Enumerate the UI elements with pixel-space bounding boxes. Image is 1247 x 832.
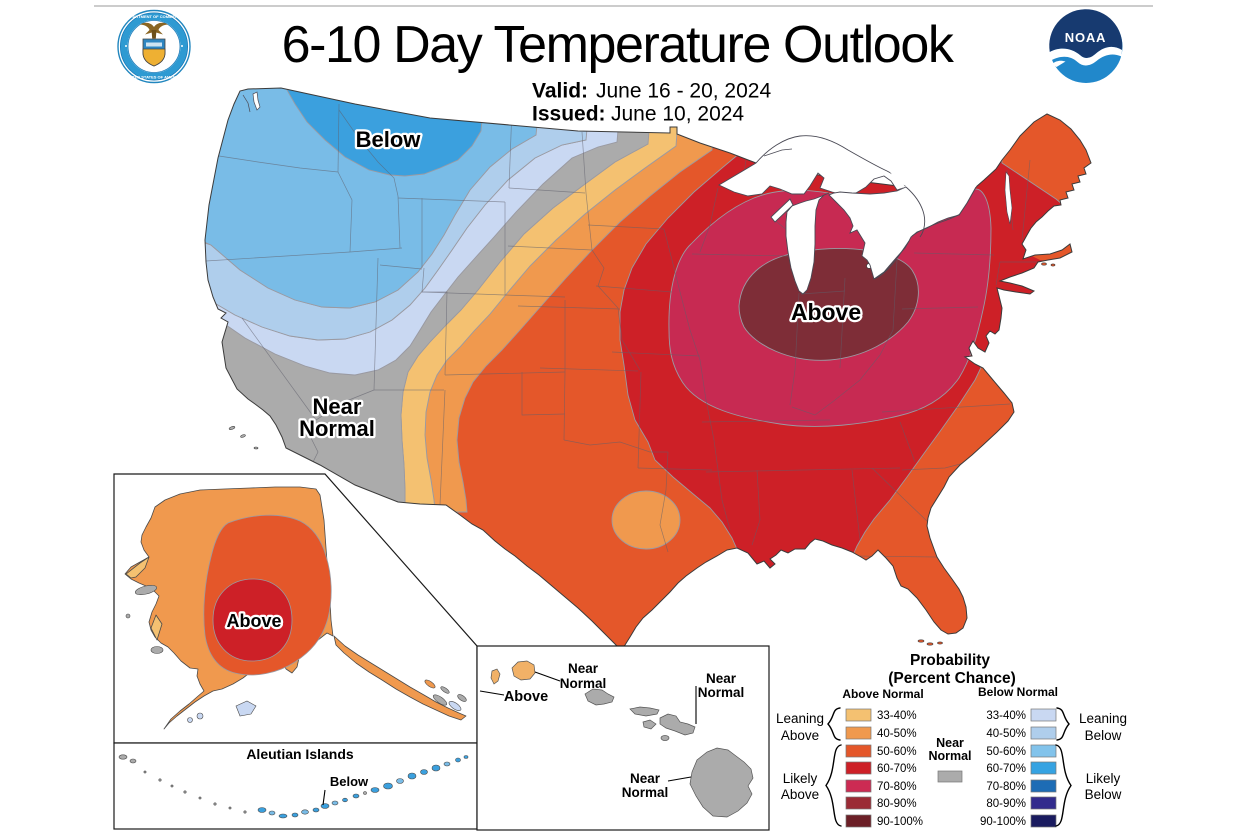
svg-text:80-90%: 80-90% bbox=[877, 798, 917, 810]
svg-text:Below: Below bbox=[1085, 728, 1122, 743]
svg-text:Below Normal: Below Normal bbox=[978, 685, 1058, 699]
svg-text:Leaning: Leaning bbox=[776, 711, 824, 726]
svg-text:Above: Above bbox=[226, 611, 281, 631]
svg-text:Near: Near bbox=[568, 661, 599, 676]
svg-text:Near: Near bbox=[630, 771, 661, 786]
svg-text:Aleutian Islands: Aleutian Islands bbox=[246, 746, 354, 762]
svg-text:DEPARTMENT OF COMMERCE: DEPARTMENT OF COMMERCE bbox=[124, 14, 183, 19]
svg-text:90-100%: 90-100% bbox=[877, 816, 923, 828]
svg-text:Above: Above bbox=[781, 787, 819, 802]
svg-text:Near: Near bbox=[313, 394, 362, 419]
svg-text:Normal: Normal bbox=[622, 785, 669, 800]
svg-text:60-70%: 60-70% bbox=[986, 763, 1026, 775]
svg-text:(Percent Chance): (Percent Chance) bbox=[888, 670, 1015, 687]
svg-text:Near: Near bbox=[936, 736, 964, 750]
svg-text:Above: Above bbox=[504, 689, 548, 705]
svg-text:60-70%: 60-70% bbox=[877, 763, 917, 775]
svg-text:Issued:: Issued: bbox=[532, 103, 606, 126]
svg-text:33-40%: 33-40% bbox=[986, 710, 1026, 722]
svg-text:June 10, 2024: June 10, 2024 bbox=[611, 103, 744, 126]
svg-text:6-10 Day Temperature Outlook: 6-10 Day Temperature Outlook bbox=[282, 16, 955, 74]
svg-text:Likely: Likely bbox=[783, 771, 818, 786]
svg-text:Normal: Normal bbox=[928, 749, 971, 763]
svg-text:40-50%: 40-50% bbox=[877, 728, 917, 740]
svg-text:70-80%: 70-80% bbox=[877, 781, 917, 793]
svg-text:Above: Above bbox=[781, 728, 819, 743]
svg-text:Below: Below bbox=[356, 127, 422, 152]
svg-text:Below: Below bbox=[1085, 787, 1122, 802]
svg-text:Above: Above bbox=[791, 299, 861, 325]
svg-text:Leaning: Leaning bbox=[1079, 711, 1127, 726]
svg-text:Probability: Probability bbox=[910, 652, 990, 669]
svg-text:Below: Below bbox=[330, 774, 369, 789]
svg-text:Above Normal: Above Normal bbox=[842, 687, 923, 701]
svg-text:Normal: Normal bbox=[299, 416, 375, 441]
svg-text:Near: Near bbox=[706, 671, 737, 686]
svg-text:Valid:: Valid: bbox=[532, 80, 588, 103]
svg-text:33-40%: 33-40% bbox=[877, 710, 917, 722]
svg-text:UNITED STATES OF AMERICA: UNITED STATES OF AMERICA bbox=[125, 74, 183, 79]
svg-text:40-50%: 40-50% bbox=[986, 728, 1026, 740]
svg-text:90-100%: 90-100% bbox=[980, 816, 1026, 828]
svg-text:80-90%: 80-90% bbox=[986, 798, 1026, 810]
svg-text:50-60%: 50-60% bbox=[877, 746, 917, 758]
svg-text:Normal: Normal bbox=[560, 676, 607, 691]
svg-text:70-80%: 70-80% bbox=[986, 781, 1026, 793]
svg-text:NOAA: NOAA bbox=[1065, 30, 1106, 45]
svg-text:Normal: Normal bbox=[698, 685, 745, 700]
svg-text:50-60%: 50-60% bbox=[986, 746, 1026, 758]
svg-text:Likely: Likely bbox=[1086, 771, 1121, 786]
svg-text:June 16 - 20, 2024: June 16 - 20, 2024 bbox=[596, 80, 771, 103]
